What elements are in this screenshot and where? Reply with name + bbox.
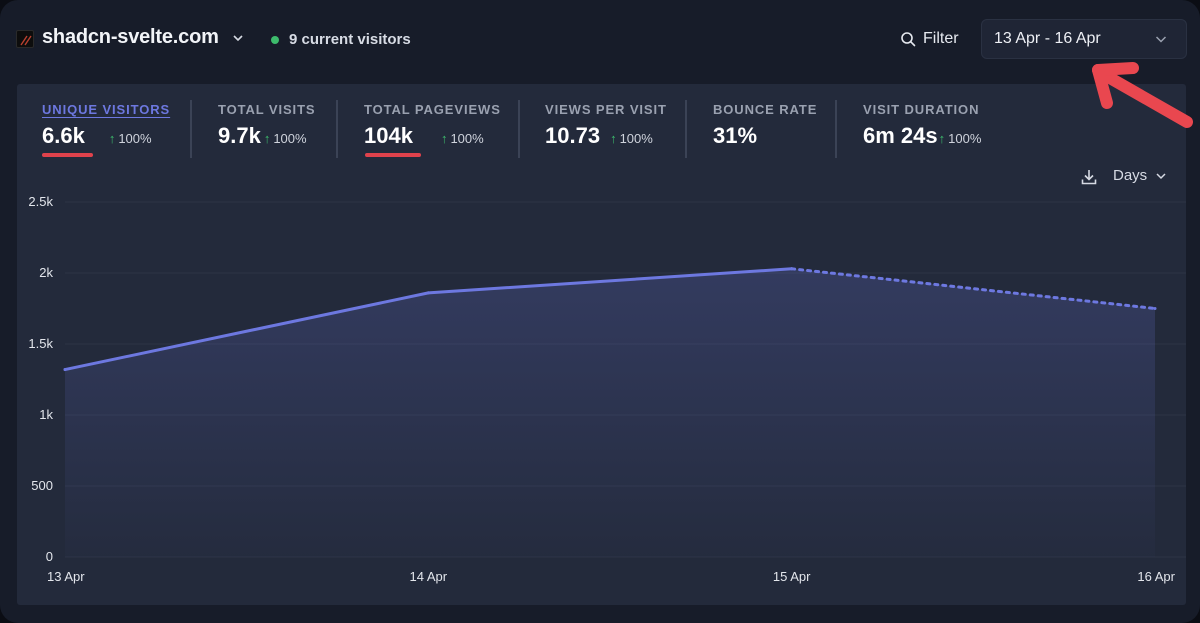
site-name: shadcn-svelte.com (42, 26, 219, 48)
metric-value: 104k (364, 123, 413, 148)
data-point (63, 368, 67, 372)
metric-visit-duration[interactable]: VISIT DURATION 6m 24s ↑ 100% (863, 102, 981, 149)
divider (835, 100, 837, 158)
data-point (790, 267, 794, 271)
metric-label: UNIQUE VISITORS (42, 102, 171, 117)
series-line-segment (63, 291, 430, 372)
arrow-up-icon: ↑ (108, 131, 116, 146)
arrow-up-icon: ↑ (263, 131, 271, 146)
metric-total-pageviews[interactable]: TOTAL PAGEVIEWS 104k ↑ 100% (364, 102, 501, 149)
series-line-segment (426, 267, 794, 295)
metric-change: ↑ 100% (939, 131, 982, 146)
divider (336, 100, 338, 158)
interval-select[interactable]: Days (1113, 167, 1167, 184)
y-tick-label: 500 (31, 478, 53, 493)
current-visitors[interactable]: 9 current visitors (271, 31, 411, 48)
metric-bounce-rate[interactable]: BOUNCE RATE 31% (713, 102, 817, 149)
arrow-up-icon: ↑ (610, 131, 617, 146)
site-logo-icon (16, 30, 34, 48)
metric-unique-visitors[interactable]: UNIQUE VISITORS 6.6k ↑ 100% (42, 102, 170, 149)
y-tick-label: 2.5k (28, 194, 53, 209)
visitors-line-chart: 0 500 1k 1.5k 2k 2.5k 13 Apr 14 Apr 15 Apr 16 Apr (28, 194, 1186, 584)
metric-views-per-visit[interactable]: VIEWS PER VISIT 10.73 ↑ 100% (545, 102, 667, 149)
data-point (426, 291, 430, 295)
site-selector[interactable]: shadcn-svelte.com (42, 26, 245, 49)
metric-label: BOUNCE RATE (713, 102, 818, 117)
x-tick-label: 14 Apr (410, 569, 448, 584)
annotation-underline (365, 153, 421, 157)
divider (190, 100, 192, 158)
data-point (1153, 307, 1157, 310)
metric-value: 6m 24s (863, 123, 938, 148)
search-icon (901, 32, 916, 47)
filter-button[interactable]: Filter (900, 26, 959, 52)
live-dot-icon (271, 35, 279, 44)
metric-change: ↑ 100% (441, 131, 484, 146)
y-tick-label: 2k (39, 265, 53, 280)
x-tick-label: 16 Apr (1137, 569, 1175, 584)
chevron-down-icon (1156, 172, 1166, 179)
metric-value: 9.7k (218, 123, 261, 148)
annotation-underline (42, 153, 93, 157)
download-icon[interactable] (1079, 167, 1099, 187)
series-line-segment-incomplete (790, 267, 1157, 310)
arrow-up-icon: ↑ (440, 131, 448, 146)
date-range-select[interactable]: 13 Apr - 16 Apr (981, 19, 1187, 59)
metric-total-visits[interactable]: TOTAL VISITS 9.7k ↑ 100% (218, 102, 315, 149)
y-tick-label: 0 (46, 549, 53, 564)
metric-change-value: 100% (619, 131, 653, 146)
metric-label: VIEWS PER VISIT (545, 102, 667, 117)
metric-label: VISIT DURATION (863, 102, 980, 117)
interval-value: Days (1113, 167, 1148, 184)
chevron-down-icon (233, 34, 243, 41)
y-tick-label: 1k (39, 407, 53, 422)
metric-label: TOTAL PAGEVIEWS (364, 102, 501, 117)
metric-change: ↑ 100% (610, 131, 653, 146)
series-area (65, 268, 1155, 557)
metric-value: 6.6k (42, 123, 85, 148)
metric-change-value: 100% (273, 131, 307, 146)
filter-label: Filter (923, 30, 959, 47)
arrow-up-icon: ↑ (938, 131, 946, 146)
metric-label: TOTAL VISITS (218, 102, 316, 117)
metric-change: ↑ 100% (109, 131, 152, 146)
date-range-value: 13 Apr - 16 Apr (994, 30, 1101, 47)
y-tick-label: 1.5k (28, 336, 53, 351)
x-tick-label: 15 Apr (773, 569, 811, 584)
metric-change-value: 100% (450, 131, 484, 146)
stats-panel: UNIQUE VISITORS 6.6k ↑ 100% TOTAL VISITS… (17, 84, 1186, 605)
current-visitors-label: 9 current visitors (289, 31, 411, 48)
chevron-down-icon (1155, 36, 1167, 43)
metric-change-value: 100% (948, 131, 982, 146)
metric-value: 31% (713, 123, 758, 148)
metric-change: ↑ 100% (264, 131, 307, 146)
top-bar: shadcn-svelte.com 9 current visitors Fil… (0, 0, 1200, 80)
x-tick-label: 13 Apr (47, 569, 85, 584)
divider (518, 100, 520, 158)
metric-value: 10.73 (545, 123, 601, 148)
metric-change-value: 100% (118, 131, 152, 146)
divider (685, 100, 687, 158)
